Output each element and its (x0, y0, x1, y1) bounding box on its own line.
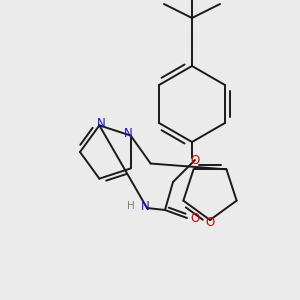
Text: O: O (190, 212, 200, 224)
Text: H: H (127, 201, 135, 211)
Text: O: O (190, 154, 200, 166)
Text: N: N (97, 117, 106, 130)
Text: N: N (141, 200, 149, 212)
Text: N: N (124, 127, 133, 140)
Text: O: O (206, 215, 214, 229)
